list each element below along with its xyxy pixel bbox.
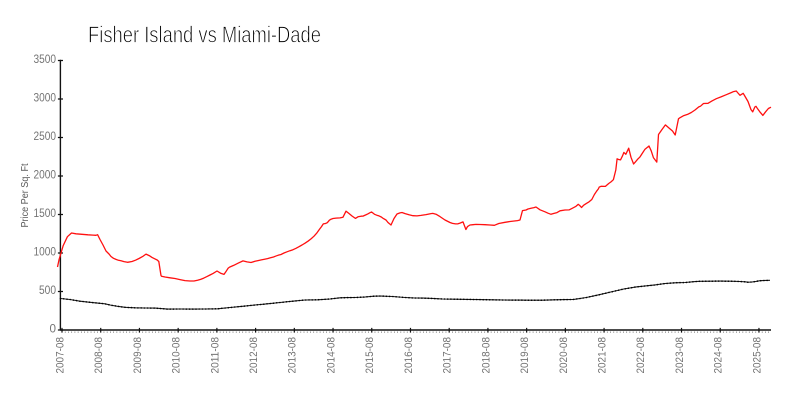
svg-text:2020-08: 2020-08 bbox=[558, 337, 570, 374]
svg-text:2015-08: 2015-08 bbox=[364, 337, 376, 374]
svg-text:2012-08: 2012-08 bbox=[248, 337, 260, 374]
svg-text:2014-08: 2014-08 bbox=[325, 337, 337, 374]
svg-text:2007-08: 2007-08 bbox=[54, 337, 66, 374]
svg-text:2008-08: 2008-08 bbox=[93, 337, 105, 374]
svg-text:2021-08: 2021-08 bbox=[597, 337, 609, 374]
svg-text:2009-08: 2009-08 bbox=[132, 337, 144, 374]
svg-text:3500: 3500 bbox=[34, 54, 57, 66]
svg-text:2500: 2500 bbox=[34, 131, 57, 143]
svg-text:2000: 2000 bbox=[34, 170, 57, 182]
svg-text:2022-08: 2022-08 bbox=[635, 337, 647, 374]
svg-text:2019-08: 2019-08 bbox=[519, 337, 531, 374]
svg-text:2018-08: 2018-08 bbox=[480, 337, 492, 374]
svg-text:3000: 3000 bbox=[34, 93, 57, 105]
svg-text:2017-08: 2017-08 bbox=[442, 337, 454, 374]
svg-text:2025-08: 2025-08 bbox=[751, 337, 763, 374]
svg-text:Fisher Island vs Miami-Dade: Fisher Island vs Miami-Dade bbox=[88, 22, 321, 48]
svg-text:2023-08: 2023-08 bbox=[674, 337, 686, 374]
svg-text:0: 0 bbox=[50, 324, 57, 336]
svg-text:2011-08: 2011-08 bbox=[209, 337, 221, 374]
svg-text:Price Per Sq. Ft: Price Per Sq. Ft bbox=[20, 163, 31, 227]
svg-text:2016-08: 2016-08 bbox=[403, 337, 415, 374]
svg-text:2013-08: 2013-08 bbox=[287, 337, 299, 374]
svg-text:2024-08: 2024-08 bbox=[713, 337, 725, 374]
svg-text:1000: 1000 bbox=[34, 247, 57, 259]
svg-text:500: 500 bbox=[39, 285, 56, 297]
svg-text:2010-08: 2010-08 bbox=[171, 337, 183, 374]
svg-text:1500: 1500 bbox=[34, 208, 57, 220]
